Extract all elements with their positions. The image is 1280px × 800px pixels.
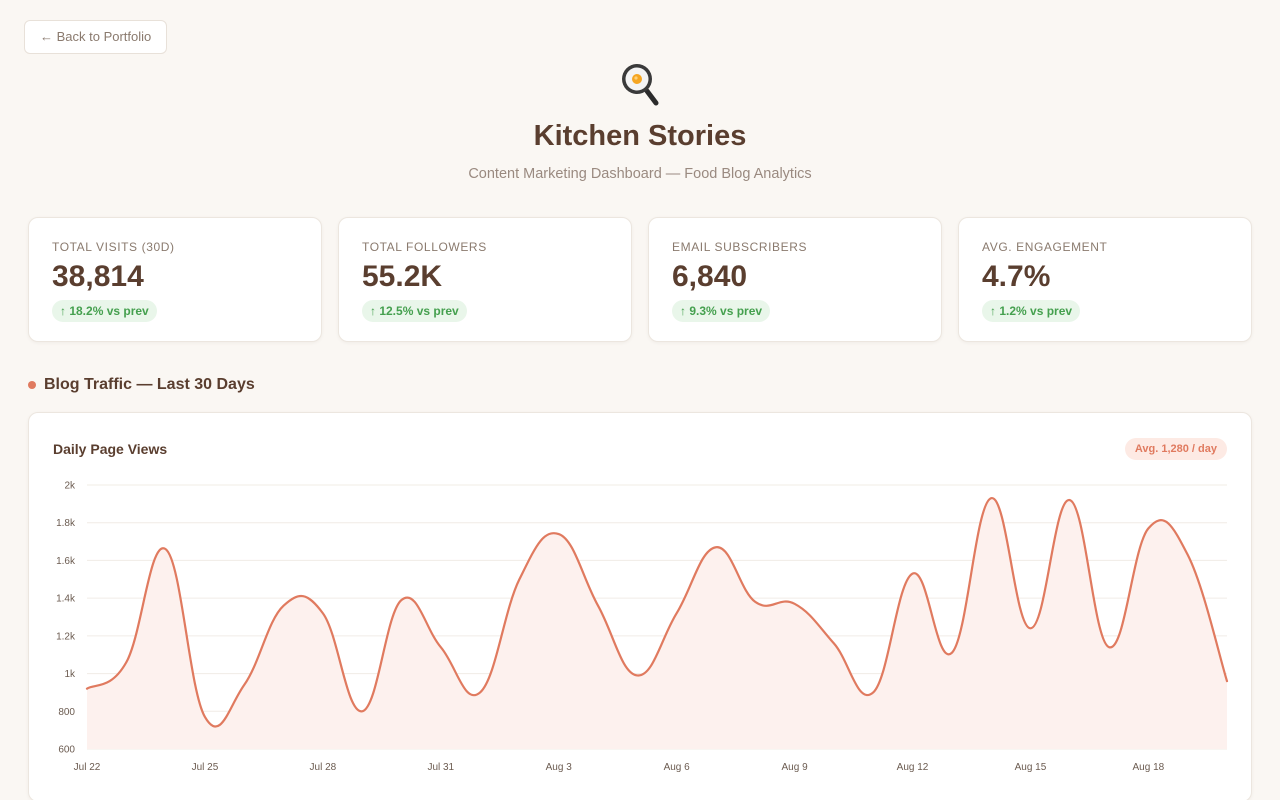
stat-change-badge: ↑ 9.3% vs prev xyxy=(672,300,771,322)
data-point-29[interactable] xyxy=(1182,549,1194,561)
stat-card-total-visits: TOTAL VISITS (30D) 38,814 ↑ 18.2% vs pre… xyxy=(28,217,322,342)
x-tick-label: Aug 15 xyxy=(1015,762,1047,773)
series-area xyxy=(87,498,1227,749)
frying-pan-egg-icon xyxy=(620,62,660,106)
y-tick-label: 800 xyxy=(58,707,75,718)
stat-label: EMAIL SUBSCRIBERS xyxy=(672,240,808,254)
data-point-22[interactable] xyxy=(907,568,919,580)
data-point-14[interactable] xyxy=(592,600,604,612)
page-title: Kitchen Stories xyxy=(533,120,747,152)
data-point-3[interactable] xyxy=(160,543,172,555)
y-tick-label: 2k xyxy=(64,481,76,492)
x-tick-label: Aug 6 xyxy=(664,762,691,773)
data-point-6[interactable] xyxy=(278,600,290,612)
stat-card-avg-engagement: AVG. ENGAGEMENT 4.7% ↑ 1.2% vs prev xyxy=(958,217,1252,342)
stat-label: TOTAL VISITS (30D) xyxy=(52,240,175,254)
data-point-21[interactable] xyxy=(867,686,879,698)
stat-card-total-followers: TOTAL FOLLOWERS 55.2K ↑ 12.5% vs prev xyxy=(338,217,632,342)
back-label: ← Back to Portfolio xyxy=(40,29,152,44)
x-tick-label: Aug 12 xyxy=(897,762,929,773)
data-point-19[interactable] xyxy=(789,598,801,610)
y-tick-label: 1.6k xyxy=(56,556,76,567)
y-tick-label: 1k xyxy=(64,669,76,680)
data-point-1[interactable] xyxy=(81,683,93,695)
data-point-30[interactable] xyxy=(1221,675,1233,687)
data-point-12[interactable] xyxy=(513,573,525,585)
stat-change-badge: ↑ 1.2% vs prev xyxy=(982,300,1081,322)
data-point-20[interactable] xyxy=(828,637,840,649)
page-subtitle: Content Marketing Dashboard — Food Blog … xyxy=(468,166,812,182)
back-to-portfolio-button[interactable]: ← Back to Portfolio xyxy=(24,20,168,54)
x-tick-label: Jul 22 xyxy=(74,762,101,773)
stat-value: 4.7% xyxy=(982,260,1051,293)
data-point-18[interactable] xyxy=(749,596,761,608)
x-tick-label: Jul 25 xyxy=(192,762,219,773)
stat-card-email-subscribers: EMAIL SUBSCRIBERS 6,840 ↑ 9.3% vs prev xyxy=(648,217,942,342)
y-tick-label: 1.4k xyxy=(56,594,76,605)
traffic-chart-card: Daily Page Views Avg. 1,280 / day 600 800… xyxy=(28,412,1252,800)
series-line xyxy=(85,497,1229,728)
data-point-28[interactable] xyxy=(1142,522,1154,534)
data-point-9[interactable] xyxy=(395,594,407,606)
data-point-15[interactable] xyxy=(631,669,643,681)
data-point-25[interactable] xyxy=(1024,622,1036,634)
stat-value: 6,840 xyxy=(672,260,748,293)
page-views-chart: 600 800 1k 1.2k 1.4k 1.6k 1.8k 2k Jul 22 Jul 25 Ju… xyxy=(56,481,1233,773)
data-point-23[interactable] xyxy=(946,647,958,659)
stats-row: TOTAL VISITS (30D) 38,814 ↑ 18.2% vs pre… xyxy=(28,217,1252,342)
stat-change-badge: ↑ 18.2% vs prev xyxy=(52,300,157,322)
stat-label: TOTAL FOLLOWERS xyxy=(362,240,487,254)
x-tick-label: Aug 18 xyxy=(1133,762,1165,773)
x-tick-label: Jul 31 xyxy=(427,762,454,773)
data-point-4[interactable] xyxy=(199,711,211,723)
stat-value: 38,814 xyxy=(52,260,144,293)
y-tick-label: 600 xyxy=(58,745,75,756)
data-point-27[interactable] xyxy=(1103,641,1115,653)
data-point-7[interactable] xyxy=(317,607,329,619)
data-point-11[interactable] xyxy=(474,686,486,698)
data-point-2[interactable] xyxy=(120,656,132,668)
stat-label: AVG. ENGAGEMENT xyxy=(982,240,1108,254)
section-dot-icon xyxy=(28,381,36,389)
section-title: Blog Traffic — Last 30 Days xyxy=(44,376,255,393)
data-point-17[interactable] xyxy=(710,541,722,553)
data-point-8[interactable] xyxy=(356,705,368,717)
data-point-13[interactable] xyxy=(553,528,565,540)
y-tick-label: 1.8k xyxy=(56,518,76,529)
stat-change-badge: ↑ 12.5% vs prev xyxy=(362,300,467,322)
stat-value: 55.2K xyxy=(362,260,443,293)
data-point-5[interactable] xyxy=(238,679,250,691)
avg-badge: Avg. 1,280 / day xyxy=(1124,438,1227,460)
data-point-10[interactable] xyxy=(435,641,447,653)
section-heading: Blog Traffic — Last 30 Days xyxy=(28,376,255,394)
chart-title: Daily Page Views xyxy=(53,441,168,457)
x-tick-label: Jul 28 xyxy=(310,762,337,773)
data-point-26[interactable] xyxy=(1064,494,1076,506)
y-tick-label: 1.2k xyxy=(56,631,76,642)
x-tick-label: Aug 3 xyxy=(546,762,573,773)
x-tick-label: Aug 9 xyxy=(782,762,809,773)
data-point-24[interactable] xyxy=(985,492,997,504)
data-point-16[interactable] xyxy=(671,607,683,619)
